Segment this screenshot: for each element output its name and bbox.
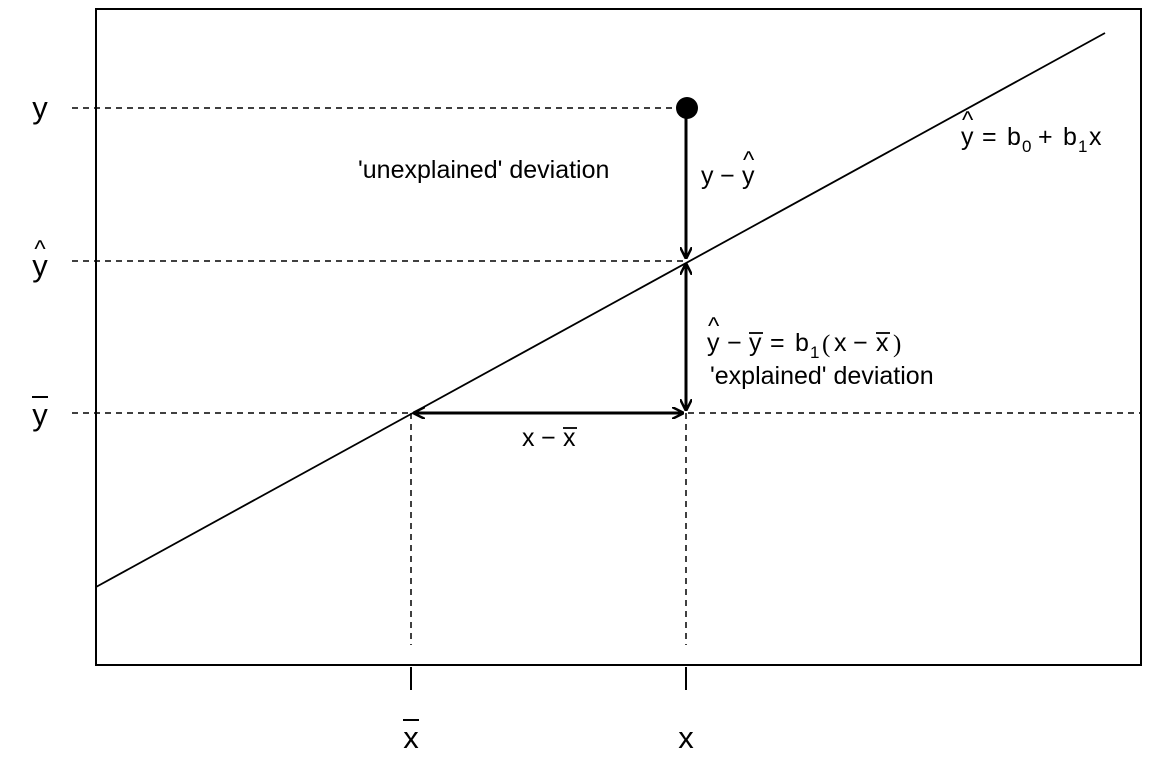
svg-text:(: (: [822, 331, 830, 358]
label-yhat: y: [32, 248, 48, 283]
label-y: y: [32, 90, 48, 125]
dashed-guides: [72, 107, 1141, 645]
svg-text:1: 1: [1078, 137, 1087, 156]
svg-text:y: y: [742, 162, 755, 190]
regression-equation: y ^ = b 0 + b 1 x: [961, 107, 1102, 156]
observed-point: [676, 97, 698, 119]
unexplained-label: 'unexplained' deviation: [358, 156, 609, 184]
svg-text:b: b: [1007, 123, 1021, 151]
svg-text:b: b: [1063, 123, 1077, 151]
svg-text:=: =: [982, 123, 997, 151]
svg-text:^: ^: [962, 107, 974, 134]
label-yhat-hat: ^: [34, 236, 46, 263]
svg-text:y: y: [701, 162, 714, 190]
svg-text:x: x: [522, 424, 535, 452]
svg-text:x: x: [876, 329, 889, 357]
svg-text:=: =: [770, 329, 785, 357]
svg-text:b: b: [795, 329, 809, 357]
svg-text:y: y: [707, 329, 720, 357]
y-minus-yhat: y − y ^: [701, 147, 755, 190]
regression-line: [95, 32, 1106, 588]
x-minus-xbar: x − x: [522, 424, 577, 452]
svg-text:^: ^: [743, 147, 755, 174]
plot-frame: [95, 8, 1142, 666]
svg-text:x: x: [1089, 123, 1102, 151]
svg-text:−: −: [727, 329, 742, 357]
label-x: x: [678, 720, 694, 755]
svg-text:1: 1: [810, 343, 819, 362]
svg-text:^: ^: [708, 313, 720, 340]
svg-text:−: −: [541, 424, 556, 452]
label-xbar: x: [403, 720, 419, 755]
svg-text:x: x: [563, 424, 576, 452]
svg-text:−: −: [720, 162, 735, 190]
svg-text:y: y: [961, 123, 974, 151]
svg-text:0: 0: [1022, 137, 1031, 156]
label-ybar: y: [32, 397, 48, 432]
explained-equation: y ^ − y = b 1 ( x − x ): [707, 313, 901, 362]
svg-text:x: x: [834, 329, 847, 357]
svg-text:): ): [893, 331, 901, 358]
svg-text:−: −: [853, 329, 868, 357]
explained-label: 'explained' deviation: [710, 362, 934, 390]
svg-text:+: +: [1038, 123, 1053, 151]
svg-text:y: y: [749, 329, 762, 357]
